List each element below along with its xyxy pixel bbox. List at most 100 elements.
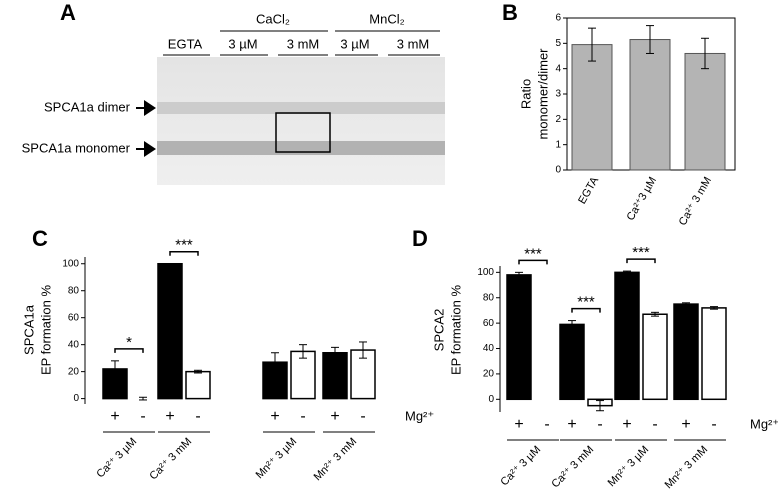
bar (614, 271, 640, 401)
x-tick-label: Mn²⁺ 3 µM (606, 444, 652, 490)
panel-letter: B (502, 0, 518, 25)
y-tick-label: 20 (68, 366, 80, 377)
error-bar (111, 360, 119, 378)
y-tick-label: 0 (555, 165, 561, 176)
panel-letter: A (60, 0, 76, 25)
y-tick-label: 100 (477, 267, 494, 278)
group-label: CaCl₂ (256, 11, 290, 26)
legend-label: + (567, 416, 576, 433)
error-bar (568, 320, 576, 329)
highlight-box (275, 112, 331, 153)
y-tick-label: 2 (555, 114, 561, 125)
legend-label: + (330, 408, 339, 425)
legend-label: - (300, 408, 305, 425)
error-bar (139, 396, 147, 401)
y-axis-label: SPCA2 (431, 309, 446, 352)
x-tick-label: EGTA (576, 174, 601, 206)
error-bar (701, 37, 709, 70)
panel-letter: C (32, 226, 48, 251)
legend-label: - (652, 416, 657, 433)
band-label: SPCA1a dimer (44, 99, 131, 114)
x-tick-label: Ca²⁺ 3 mM (147, 436, 194, 483)
legend-label: + (681, 416, 690, 433)
x-tick-label: Mn²⁺ 3 mM (663, 444, 711, 492)
y-tick-label: 20 (483, 369, 495, 380)
monomer-band (157, 141, 445, 155)
error-bar (299, 344, 307, 359)
error-bar (194, 369, 202, 374)
bar (701, 307, 727, 401)
legend-title: Mg²⁺ (750, 416, 778, 431)
y-axis-label: EP formation % (38, 285, 53, 376)
error-bar (331, 346, 339, 359)
y-tick-label: 60 (68, 312, 80, 323)
y-axis-label: EP formation % (448, 285, 463, 376)
y-tick-label: 3 (555, 89, 561, 100)
y-tick-label: 60 (483, 318, 495, 329)
y-axis-label: Ratio (518, 79, 533, 109)
legend-label: - (140, 408, 145, 425)
significance-label: * (126, 334, 132, 351)
error-bar (710, 306, 718, 310)
y-tick-label: 100 (62, 258, 79, 269)
y-tick-label: 40 (483, 343, 495, 354)
error-bar (588, 27, 596, 62)
error-bar (515, 271, 523, 278)
x-tick-label: Mn²⁺ 3 mM (312, 436, 360, 484)
dimer-band (157, 102, 445, 114)
bar (642, 313, 668, 401)
legend-label: - (360, 408, 365, 425)
legend-label: + (270, 408, 279, 425)
error-bar (596, 400, 604, 412)
y-tick-label: 4 (555, 63, 561, 74)
bar (322, 352, 348, 400)
y-axis-label: monomer/dimer (535, 48, 550, 140)
error-bar (359, 341, 367, 359)
x-tick-label: Ca²⁺ 3 µM (94, 436, 139, 481)
significance-label: *** (632, 244, 650, 261)
band-label: SPCA1a monomer (22, 140, 131, 155)
y-tick-label: 0 (73, 393, 79, 404)
gel (157, 57, 445, 185)
significance-bracket (114, 348, 144, 353)
arrow (136, 100, 156, 116)
lane-label: 3 µM (228, 36, 257, 51)
arrow (136, 141, 156, 157)
x-tick-label: Ca²⁺ 3 mM (677, 175, 714, 228)
y-tick-label: 80 (483, 292, 495, 303)
bar (571, 44, 613, 171)
legend-label: - (195, 408, 200, 425)
x-tick-label: Ca²⁺3 µM (625, 175, 660, 223)
x-tick-label: Ca²⁺ 3 mM (549, 444, 596, 491)
significance-label: *** (524, 245, 542, 262)
group-label: MnCl₂ (369, 11, 404, 26)
legend-label: + (165, 408, 174, 425)
bar (684, 52, 726, 171)
significance-bracket (571, 307, 601, 313)
error-bar (682, 302, 690, 306)
legend-label: + (110, 408, 119, 425)
significance-bracket (518, 259, 548, 265)
y-tick-label: 1 (555, 139, 561, 150)
panel-letter: D (412, 226, 428, 251)
bar (673, 303, 699, 401)
legend-title: Mg²⁺ (405, 408, 434, 423)
lane-label: 3 µM (340, 36, 369, 51)
bar (185, 370, 211, 400)
lane-label: 3 mM (287, 36, 320, 51)
bar (157, 262, 183, 400)
lane-label: 3 mM (397, 36, 430, 51)
error-bar (651, 311, 659, 317)
x-tick-label: Ca²⁺ 3 µM (498, 444, 543, 489)
legend-label: - (711, 416, 716, 433)
legend-label: - (597, 416, 602, 433)
y-tick-label: 5 (555, 38, 561, 49)
legend-label: - (544, 416, 549, 433)
significance-label: *** (175, 237, 193, 254)
bar (629, 39, 671, 171)
significance-bracket (626, 258, 656, 264)
bar (262, 361, 288, 400)
bar (506, 274, 532, 401)
error-bar (646, 25, 654, 54)
